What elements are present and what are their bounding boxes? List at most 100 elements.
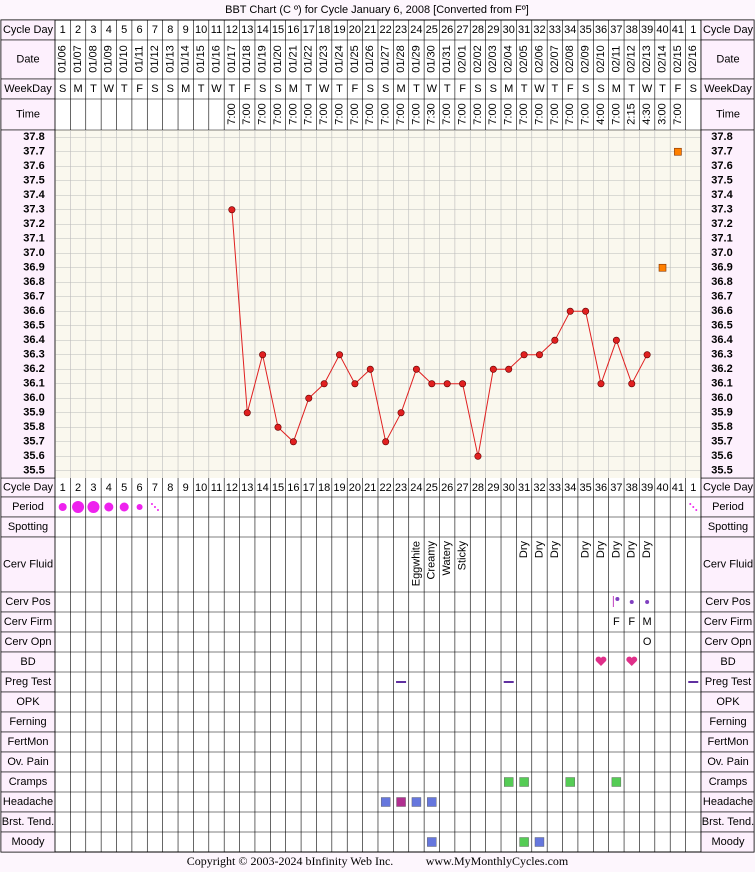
date: 02/06 [533,45,545,73]
temp-point [443,380,451,388]
date: 01/31 [441,45,453,73]
date: 02/05 [518,45,530,73]
period-dot [87,501,100,513]
cycle-day: 18 [318,24,330,36]
cycle-day: 18 [318,482,330,494]
y-tick-label: 36.5 [711,320,732,332]
row-label: Preg Test [5,676,51,688]
y-tick-label: 36.9 [23,262,44,274]
cerv-fluid: Dry [610,541,622,559]
weekday: S [690,83,697,95]
cycle-day: 15 [272,24,284,36]
y-tick-label: 37.1 [23,233,44,245]
cerv-firm: F [613,616,620,628]
temp-point [474,452,482,460]
cycle-day: 17 [303,482,315,494]
temp-point [289,438,297,446]
period-spot [695,509,698,511]
cycle-day: 11 [211,24,222,36]
y-tick-label: 36.8 [23,276,44,288]
weekday: T [551,83,558,95]
cycle-day: 35 [579,24,591,36]
temp-point [505,365,513,373]
cycle-day: 22 [380,24,392,36]
cycle-day: 19 [333,24,345,36]
y-tick-label: 36.6 [711,305,732,317]
period-dot [58,503,67,511]
temp-point [597,380,605,388]
cycle-day: 25 [426,24,438,36]
row-label: Cramps [9,776,48,788]
cycle-day: 7 [152,482,158,494]
temp-point [551,336,559,344]
weekday: M [396,83,405,95]
period-dot [119,502,129,512]
cycle-day: 33 [549,482,561,494]
cycle-day: 1 [60,24,66,36]
date: 02/08 [564,45,576,73]
y-tick-label: 35.8 [711,421,732,433]
time: 7:30 [426,103,438,124]
time: 7:00 [364,103,376,124]
y-tick-label: 36.0 [23,392,44,404]
date: 02/09 [580,45,592,73]
y-tick-label: 37.2 [711,218,732,230]
time: 7:00 [349,103,361,124]
date: 02/15 [672,45,684,73]
y-tick-label: 36.7 [711,291,732,303]
site-link[interactable]: www.MyMonthlyCycles.com [426,854,569,868]
row-label: Cycle Day [703,24,754,36]
cycle-day: 37 [610,24,622,36]
cycle-day: 38 [626,24,638,36]
symptom [427,797,437,807]
weekday: S [151,83,158,95]
date: 01/20 [272,45,284,73]
time: 7:00 [318,103,330,124]
row-label: Headache [703,796,753,808]
time: 7:00 [272,103,284,124]
cycle-day: 40 [656,24,668,36]
temp-point [412,365,420,373]
label-cell [700,98,755,131]
weekday: W [534,83,545,95]
cycle-day: 27 [456,24,468,36]
y-tick-label: 37.7 [23,146,44,158]
weekday: T [444,83,451,95]
time: 7:00 [672,103,684,124]
cerv-fluid: Watery [441,541,453,576]
cycle-day: 19 [333,482,345,494]
row-label: Ferning [709,716,746,728]
y-tick-label: 35.7 [711,436,732,448]
cycle-day: 36 [595,24,607,36]
temp-point [243,409,251,417]
y-tick-label: 37.2 [23,218,44,230]
time: 7:00 [472,103,484,124]
y-tick-label: 36.4 [23,334,45,346]
y-tick-label: 37.6 [711,160,732,172]
y-tick-label: 35.6 [711,450,732,462]
bd-heart [626,656,638,666]
cerv-pos [645,600,650,604]
weekday: T [413,83,420,95]
row-label: Moody [711,836,745,848]
cycle-day: 24 [410,482,422,494]
weekday: S [367,83,374,95]
cycle-day: 38 [626,482,638,494]
time: 7:00 [333,103,345,124]
y-tick-label: 35.5 [23,465,44,477]
cycle-day: 41 [672,24,684,36]
temp-point [459,380,467,388]
temp-point [643,351,651,359]
cycle-day: 26 [441,482,453,494]
cycle-day: 7 [152,24,158,36]
cycle-day: 28 [472,482,484,494]
weekday: T [198,83,205,95]
temp-point [674,147,682,156]
cycle-day: 6 [137,482,143,494]
cycle-day: 1 [690,24,696,36]
weekday: W [104,83,115,95]
cycle-day: 4 [106,24,112,36]
cerv-pos [615,597,620,601]
temp-point [628,380,636,388]
cycle-day: 20 [349,24,361,36]
